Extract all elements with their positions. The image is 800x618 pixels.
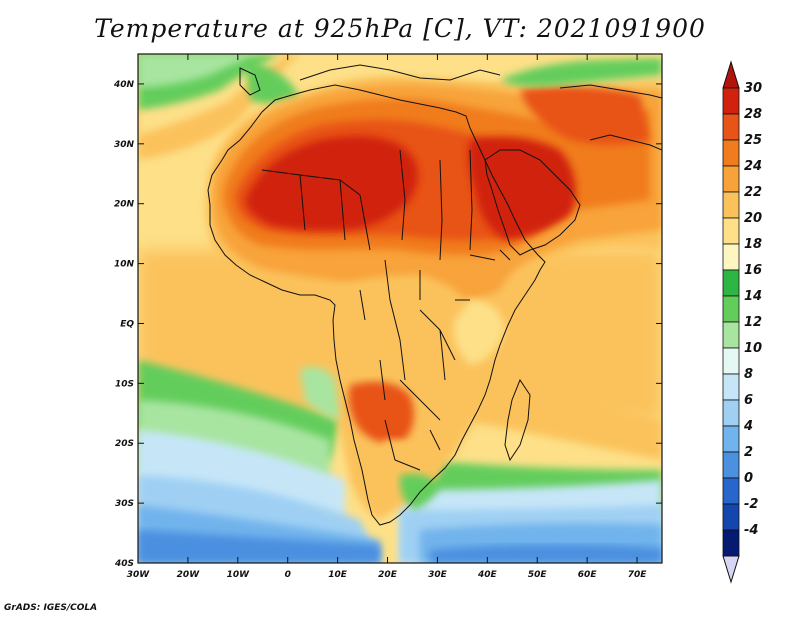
- temperature-field: [138, 54, 662, 563]
- field-band: [245, 60, 300, 105]
- colorbar-label: 6: [744, 393, 753, 408]
- lon-label: 40E: [477, 570, 498, 580]
- gulf-coast: [589, 134, 662, 151]
- colorbar-label: 16: [744, 263, 762, 278]
- field-band: [335, 275, 470, 372]
- colorbar-swatch: [722, 165, 740, 193]
- colorbar-label: 4: [743, 419, 753, 434]
- iberia-coast: [239, 67, 261, 96]
- field-band: [430, 544, 662, 563]
- colorbar-swatch: [722, 295, 740, 323]
- lat-label: 40S: [114, 559, 134, 569]
- lat-label: 30N: [114, 140, 135, 150]
- field-band: [468, 136, 576, 240]
- colorbar-label: 24: [744, 159, 762, 174]
- field-band: [245, 136, 418, 231]
- coastlines: [207, 64, 662, 526]
- madagascar-coast: [504, 378, 531, 462]
- europe-coast: [299, 64, 501, 81]
- lat-label: 10S: [115, 379, 134, 389]
- colorbar-swatch: [722, 451, 740, 479]
- latitude-axis: 40N 30N 20N 10N EQ 10S 20S 30S 40S: [113, 80, 662, 569]
- lon-label: 20E: [378, 570, 398, 580]
- colorbar-label: 18: [744, 237, 762, 252]
- lat-label: 20S: [115, 439, 134, 449]
- colorbar-label: -2: [744, 497, 758, 512]
- lon-label: 0: [285, 570, 291, 580]
- lat-label: 20N: [114, 200, 135, 210]
- colorbar-swatch: [722, 269, 740, 297]
- arabia-coast: [484, 149, 581, 256]
- field-band: [454, 300, 505, 365]
- colorbar-swatch: [722, 243, 740, 271]
- colorbar-label: 25: [744, 133, 762, 148]
- colorbar-label: 12: [744, 315, 762, 330]
- colorbar-swatch: [722, 139, 740, 167]
- colorbar-label: 20: [744, 211, 762, 226]
- lat-label: 30S: [115, 499, 134, 509]
- field-band: [500, 58, 662, 87]
- colorbar-label: 22: [744, 185, 762, 200]
- field-band: [138, 54, 260, 88]
- colorbar-top-arrow: [722, 60, 740, 89]
- lon-label: 10W: [227, 570, 251, 580]
- field-band: [340, 57, 500, 80]
- colorbar-swatch: [722, 217, 740, 245]
- colorbar-swatch: [722, 87, 740, 115]
- country-borders: [261, 149, 511, 471]
- colorbar-swatch: [722, 113, 740, 141]
- colorbar-label: 0: [744, 471, 753, 486]
- plot-frame: [137, 53, 663, 564]
- colorbar-swatch: [722, 477, 740, 505]
- colorbar-swatch: [722, 529, 740, 557]
- colorbar-swatch: [722, 347, 740, 375]
- lat-label: 40N: [113, 80, 135, 90]
- colorbar-swatch: [722, 321, 740, 349]
- field-band: [470, 380, 662, 460]
- colorbar-swatch: [722, 503, 740, 531]
- lon-label: 30W: [127, 570, 151, 580]
- field-band: [520, 86, 650, 145]
- colorbar-swatch: [722, 399, 740, 427]
- colorbar-label: -4: [744, 523, 758, 538]
- lon-label: 50E: [528, 570, 548, 580]
- field-band: [300, 366, 340, 420]
- lat-label: EQ: [120, 319, 134, 329]
- field-band: [348, 381, 414, 444]
- longitude-axis: 30W 20W 10W 0 10E 20E 30E 40E 50E 60E 70E: [127, 54, 647, 580]
- africa-coast: [207, 84, 546, 526]
- colorbar-label: 14: [744, 289, 762, 304]
- lon-label: 20W: [177, 570, 201, 580]
- colorbar-label: 8: [744, 367, 753, 382]
- lat-label: 10N: [114, 260, 135, 270]
- lon-label: 70E: [628, 570, 648, 580]
- colorbar-swatch: [722, 191, 740, 219]
- colorbar-label: 30: [744, 81, 762, 96]
- colorbar-label: 2: [744, 445, 753, 460]
- colorbar-swatch: [722, 425, 740, 453]
- field-band: [138, 530, 380, 563]
- map-title: Temperature at 925hPa [C], VT: 202109190…: [94, 14, 706, 43]
- colorbar-label: 10: [744, 341, 762, 356]
- colorbar-bottom-arrow: [722, 555, 740, 584]
- lon-label: 60E: [578, 570, 598, 580]
- grads-credit: GrADS: IGES/COLA: [4, 603, 98, 613]
- colorbar-swatch: [722, 373, 740, 401]
- asia-coast: [559, 84, 662, 99]
- lon-label: 30E: [428, 570, 448, 580]
- colorbar-label: 28: [744, 107, 762, 122]
- lon-label: 10E: [328, 570, 348, 580]
